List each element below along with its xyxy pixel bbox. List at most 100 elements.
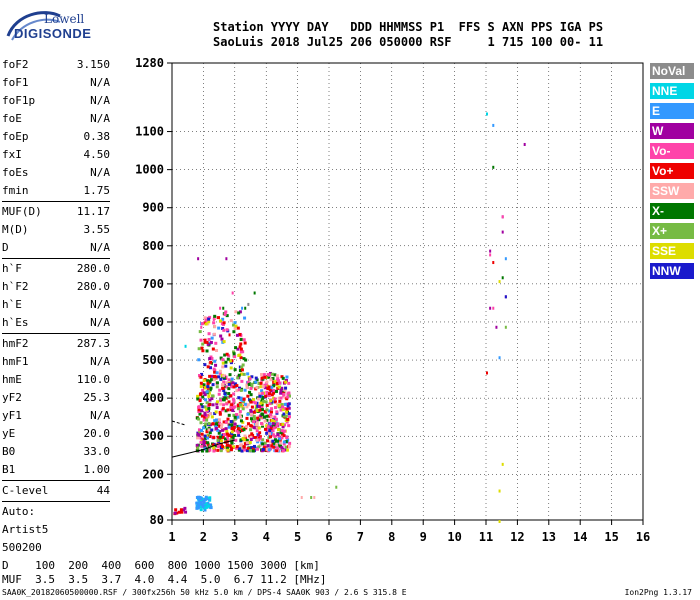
logo-main-text: DIGISONDE <box>14 26 92 41</box>
echo-point <box>256 416 260 420</box>
echo-point <box>175 511 179 515</box>
echo-point <box>219 398 223 402</box>
virtual-height-trace <box>171 439 235 458</box>
echo-point <box>201 342 205 346</box>
echo-point <box>233 368 237 372</box>
echo-point <box>245 438 249 442</box>
echo-point <box>280 403 284 407</box>
echo-point <box>266 387 270 391</box>
param-value: 1.00 <box>83 463 111 476</box>
echo-point <box>248 377 252 381</box>
echo-point <box>272 442 276 446</box>
echo-point <box>208 448 212 452</box>
echo-point <box>219 449 223 453</box>
echo-point <box>221 386 225 390</box>
echo-point <box>239 356 243 360</box>
echo-point <box>222 389 226 393</box>
y-tick-label: 800 <box>142 239 164 253</box>
echo-point <box>267 375 271 379</box>
echo-point <box>245 386 249 390</box>
echo-point <box>201 405 205 409</box>
echo-point <box>246 380 250 384</box>
x-tick-label: 5 <box>294 530 301 544</box>
echo-point <box>241 407 245 411</box>
echo-point-x <box>253 291 256 295</box>
echo-point <box>263 441 267 445</box>
echo-point <box>217 431 221 435</box>
echo-point <box>267 448 271 452</box>
echo-point <box>229 420 233 424</box>
echo-point <box>264 394 268 398</box>
echo-point <box>234 438 238 442</box>
header-line-1: Station YYYY DAY DDD HHMMSS P1 FFS S AXN… <box>213 20 604 34</box>
echo-point <box>261 447 265 451</box>
echo-point <box>206 436 210 440</box>
param-label: foEs <box>2 166 29 179</box>
echo-point <box>223 313 227 317</box>
echo-point <box>201 504 205 508</box>
echo-point <box>259 414 263 418</box>
echo-point <box>249 386 253 390</box>
echo-point <box>204 322 208 326</box>
echo-point <box>263 415 267 419</box>
echo-point <box>203 415 207 419</box>
echo-point <box>250 375 254 379</box>
echo-point <box>273 415 277 419</box>
echo-point <box>257 445 261 449</box>
echo-point <box>258 435 262 439</box>
echo-point <box>285 436 289 440</box>
echo-point <box>209 386 213 390</box>
echo-point <box>223 446 227 450</box>
echo-point <box>221 382 225 386</box>
param-row: D N/A <box>2 239 110 257</box>
param-label: foF1p <box>2 94 36 107</box>
param-row: foEp 0.38 <box>2 128 110 146</box>
x-tick-label: 6 <box>325 530 332 544</box>
echo-point <box>269 378 273 382</box>
echo-point <box>204 505 208 509</box>
echo-point <box>232 392 236 396</box>
param-label: M(D) <box>2 223 29 236</box>
echo-point <box>226 417 230 421</box>
echo-point <box>271 429 275 433</box>
param-label: foF2 <box>2 58 29 71</box>
echo-point <box>234 310 238 314</box>
param-label: h`E <box>2 298 22 311</box>
echo-point <box>239 347 243 351</box>
echo-point <box>225 328 229 332</box>
echo-point <box>237 386 241 390</box>
echo-point-x <box>222 306 225 310</box>
echo-point <box>215 402 219 406</box>
param-value: 20.0 <box>83 427 111 440</box>
x-tick-label: 7 <box>357 530 364 544</box>
echo-point <box>238 415 242 419</box>
echo-point <box>196 446 200 450</box>
echo-point <box>214 423 218 427</box>
echo-point <box>237 373 241 377</box>
echo-point <box>199 497 203 501</box>
echo-point <box>242 445 246 449</box>
echo-point <box>202 379 206 383</box>
echo-point <box>211 383 215 387</box>
echo-point <box>271 439 275 443</box>
echo-point <box>218 388 222 392</box>
echo-point <box>243 341 247 345</box>
echo-point <box>219 435 223 439</box>
echo-point <box>207 422 211 426</box>
echo-point <box>255 438 259 442</box>
param-label: h`F <box>2 262 22 275</box>
echo-point <box>206 441 210 445</box>
echo-point <box>235 389 239 393</box>
echo-point <box>279 396 283 400</box>
echo-point <box>256 397 260 401</box>
echo-point <box>197 347 201 351</box>
echo-point <box>216 445 220 449</box>
y-tick-label: 200 <box>142 467 164 481</box>
echo-point <box>267 414 271 418</box>
param-label: hmF1 <box>2 355 29 368</box>
echo-point <box>265 408 269 412</box>
param-value: N/A <box>90 112 110 125</box>
echo-point <box>261 385 265 389</box>
echo-point <box>216 448 220 452</box>
param-label: foEp <box>2 130 29 143</box>
